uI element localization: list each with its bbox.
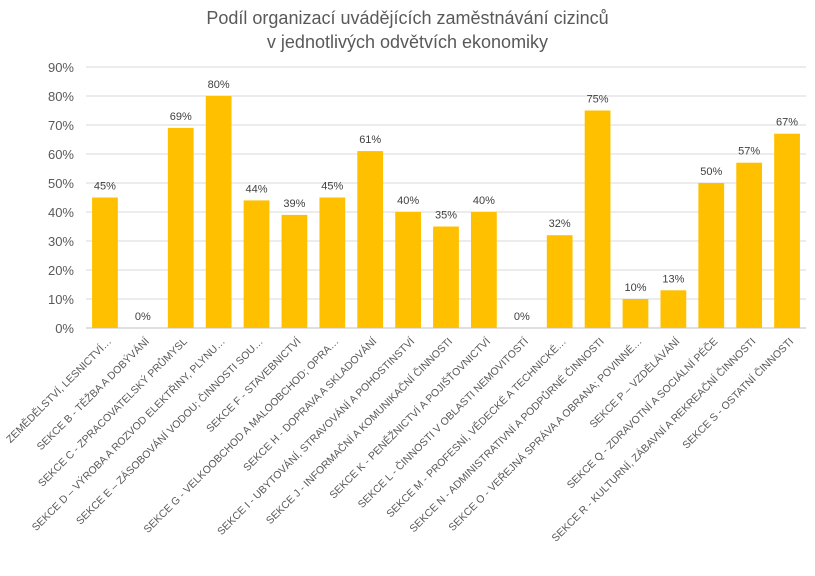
- bar: [546, 235, 573, 328]
- y-tick-label: 0%: [55, 321, 74, 336]
- bar: [471, 212, 497, 328]
- bar: [584, 110, 611, 328]
- bar: [205, 96, 232, 328]
- bar: [774, 133, 800, 328]
- x-tick-label: SEKCE L - ČINNOSTI V OBLASTI NEMOVITOSTÍ: [355, 335, 531, 511]
- bar: [319, 197, 346, 328]
- bar: [622, 299, 649, 328]
- y-tick-label: 90%: [48, 60, 74, 75]
- data-label: 80%: [208, 79, 230, 91]
- data-label: 0%: [514, 311, 530, 323]
- chart-title-line-2: v jednotlivých odvětvích ekonomiky: [266, 32, 549, 52]
- data-label: 45%: [321, 181, 343, 193]
- y-tick-label: 80%: [48, 89, 74, 104]
- bar: [433, 226, 459, 328]
- data-label: 13%: [662, 273, 684, 285]
- data-label: 44%: [246, 183, 268, 195]
- y-tick-label: 10%: [48, 292, 74, 307]
- data-label: 10%: [624, 282, 646, 294]
- chart-title-line-1: Podíl organizací uvádějících zaměstnáván…: [206, 8, 609, 28]
- bar: [281, 214, 308, 328]
- y-tick-label: 70%: [48, 118, 74, 133]
- y-tick-label: 50%: [48, 176, 74, 191]
- data-label: 69%: [170, 111, 192, 123]
- data-label: 40%: [397, 195, 419, 207]
- data-label: 57%: [738, 146, 760, 158]
- bar: [357, 151, 384, 328]
- y-tick-label: 60%: [48, 147, 74, 162]
- bar: [660, 290, 687, 328]
- y-tick-label: 30%: [48, 234, 74, 249]
- bar: [736, 162, 763, 328]
- data-label: 50%: [700, 166, 722, 178]
- data-label: 67%: [776, 117, 798, 129]
- y-tick-label: 40%: [48, 205, 74, 220]
- bar: [243, 200, 270, 328]
- data-label: 0%: [135, 311, 151, 323]
- data-label: 35%: [435, 210, 457, 222]
- x-tick-label: SEKCE C - ZPRACOVATELSKÝ PRŮMYSL: [35, 335, 190, 490]
- x-tick-label: SEKCE H - DOPRAVA A SKLADOVÁNÍ: [240, 335, 379, 474]
- bar: [167, 127, 194, 329]
- data-label: 45%: [94, 181, 116, 193]
- data-label: 39%: [283, 198, 305, 210]
- y-tick-label: 20%: [48, 263, 74, 278]
- data-label: 61%: [359, 134, 381, 146]
- bar: [395, 212, 421, 328]
- chart-title: Podíl organizací uvádějících zaměstnáván…: [0, 6, 815, 54]
- x-tick-label: SEKCE M - PROFESNÍ, VĚDECKÉ A TECHNICKÉ…: [384, 335, 569, 520]
- data-label: 75%: [587, 94, 609, 106]
- bar: [698, 183, 725, 328]
- data-label: 40%: [473, 195, 495, 207]
- data-label: 32%: [549, 218, 571, 230]
- bar: [92, 197, 118, 328]
